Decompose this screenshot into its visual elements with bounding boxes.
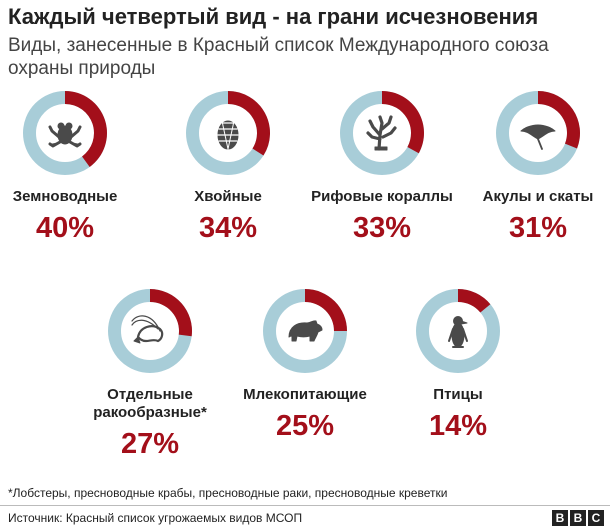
category-label: Земноводные [12, 188, 118, 205]
donut-chart [263, 289, 347, 373]
footer-divider [0, 505, 610, 506]
chart-title: Каждый четвертый вид - на грани исчезнов… [8, 4, 539, 29]
donut-threatened-segment [458, 289, 491, 313]
category-label: Отдельные ракообразные* [93, 386, 207, 421]
donut-chart [340, 91, 424, 175]
penguin-icon [448, 316, 468, 348]
percent-value: 31% [508, 212, 568, 244]
ray-icon [520, 124, 556, 150]
percent-value: 40% [35, 212, 95, 244]
chart-subtitle: Виды, занесенные в Красный список Междун… [8, 35, 549, 79]
percent-value: 27% [120, 428, 180, 460]
bbc-logo-letter: B [552, 510, 568, 526]
category-label: Млекопитающие [243, 386, 367, 403]
bbc-logo-letter: C [588, 510, 604, 526]
donut-chart [23, 91, 108, 175]
chart-item: Рифовые кораллы 33% [307, 90, 457, 244]
donut-threatened-segment [150, 289, 192, 337]
percent-value: 33% [352, 212, 412, 244]
chart-item: Отдельные ракообразные* 27% [75, 288, 225, 460]
pinecone-icon [217, 120, 239, 150]
chart-item: Млекопитающие 25% [230, 288, 380, 442]
donut-threatened-segment [228, 91, 270, 156]
donut-chart [186, 91, 270, 175]
percent-value: 34% [198, 212, 258, 244]
footnote: *Лобстеры, пресноводные крабы, пресновод… [8, 486, 448, 500]
category-label: Хвойные [194, 188, 262, 205]
category-label: Птицы [433, 386, 483, 403]
bear-icon [288, 320, 323, 342]
bbc-logo: B B C [552, 510, 604, 526]
donut-threatened-segment [305, 289, 347, 331]
frog-icon [48, 122, 82, 148]
donut-chart [496, 91, 580, 175]
donut-chart [108, 289, 192, 373]
donut-threatened-segment [382, 91, 424, 154]
bbc-logo-letter: B [570, 510, 586, 526]
shrimp-icon [131, 315, 164, 344]
chart-item: Акулы и скаты 31% [463, 90, 610, 244]
donut-threatened-segment [538, 91, 580, 149]
category-label: Акулы и скаты [482, 188, 594, 205]
donut-chart [416, 289, 500, 373]
percent-value: 14% [428, 410, 488, 442]
chart-item: Земноводные 40% [0, 90, 140, 244]
coral-icon [366, 115, 397, 151]
category-label: Рифовые кораллы [311, 188, 453, 205]
percent-value: 25% [275, 410, 335, 442]
chart-item: Птицы 14% [383, 288, 533, 442]
source-note: Источник: Красный список угрожаемых видо… [8, 511, 303, 525]
donut-threatened-segment [65, 91, 108, 167]
chart-item: Хвойные 34% [153, 90, 303, 244]
donut-grid: Земноводные 40% Хвойные 34% Рифовые кораллы 3… [0, 90, 610, 460]
